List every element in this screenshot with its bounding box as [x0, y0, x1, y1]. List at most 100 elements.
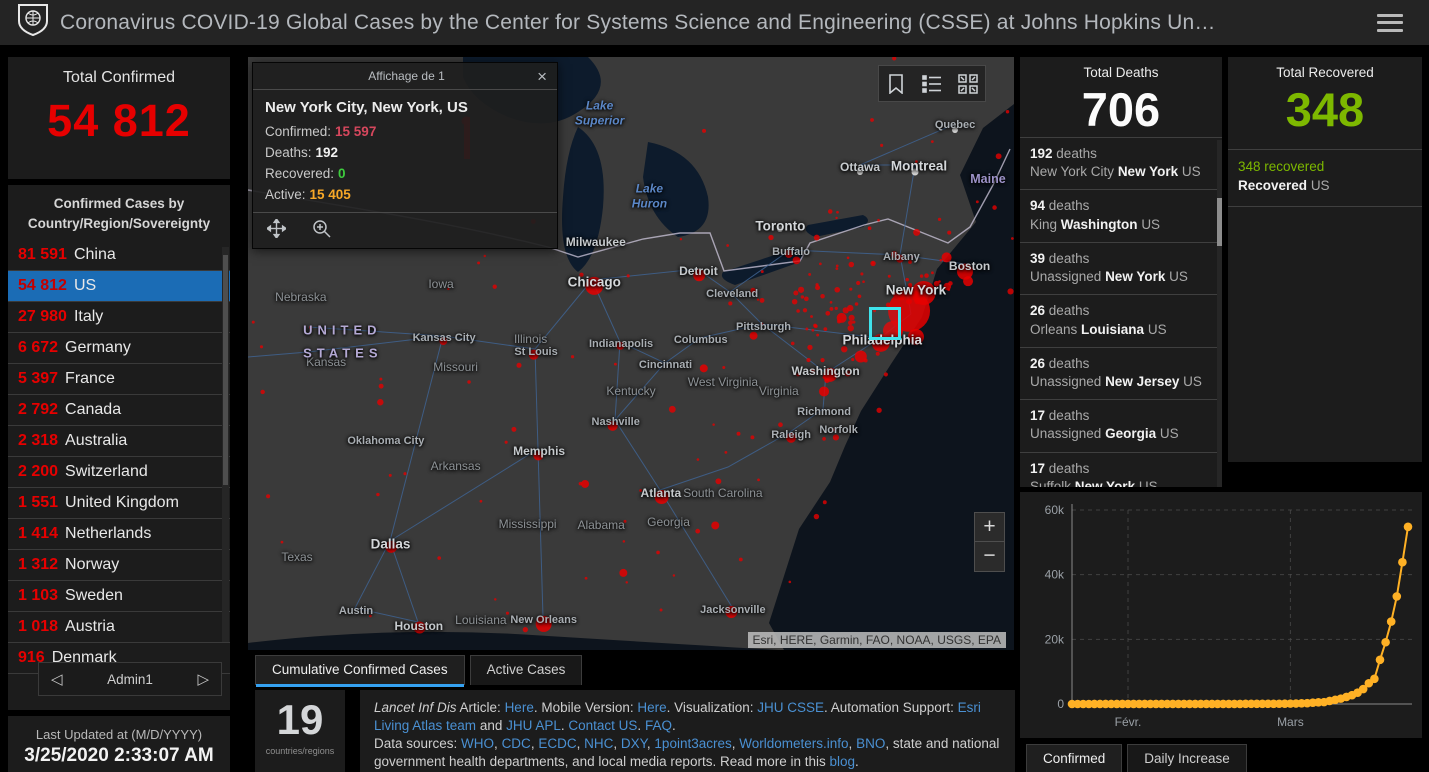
case-dot[interactable]	[956, 263, 973, 280]
case-dot[interactable]	[413, 621, 426, 634]
data-point[interactable]	[1375, 655, 1385, 665]
footer-link[interactable]: CDC	[501, 735, 531, 751]
case-dot[interactable]	[616, 341, 625, 350]
case-dot[interactable]	[784, 249, 793, 258]
case-dot	[613, 362, 617, 366]
country-row[interactable]: 6 672 Germany	[8, 333, 230, 365]
footer-link[interactable]: blog	[829, 753, 856, 769]
case-dot[interactable]	[654, 490, 669, 505]
case-dot[interactable]	[535, 615, 552, 632]
case-dot[interactable]	[581, 479, 590, 488]
case-dot[interactable]	[911, 281, 936, 306]
case-dot[interactable]	[711, 521, 720, 530]
case-dot[interactable]	[749, 331, 758, 340]
case-dot[interactable]	[607, 420, 618, 431]
pager-prev-icon[interactable]: ◁	[51, 671, 63, 688]
case-dot	[778, 422, 783, 428]
case-dot[interactable]	[941, 252, 952, 263]
data-point[interactable]	[1403, 522, 1413, 532]
footer-link[interactable]: Here	[504, 700, 534, 715]
footer-link[interactable]: Esri Living Atlas team	[374, 700, 981, 733]
legend-icon[interactable]	[921, 73, 943, 95]
footer-link[interactable]: Contact US	[568, 717, 638, 733]
footer-link[interactable]: ECDC	[538, 735, 577, 751]
deaths-row[interactable]: 26 deaths Unassigned New Jersey US	[1020, 346, 1222, 399]
bookmark-icon[interactable]	[885, 73, 907, 95]
confirmed-cases-chart[interactable]: 0 20k 40k 60k Févr. Mars	[1020, 492, 1422, 738]
footer-text: . Automation Support:	[823, 700, 958, 715]
data-point[interactable]	[1370, 674, 1379, 684]
case-dot	[622, 540, 626, 543]
deaths-row[interactable]: 17 deaths Suffolk New York US	[1020, 451, 1222, 487]
pager-next-icon[interactable]: ▷	[197, 671, 209, 688]
case-dot[interactable]	[786, 432, 797, 443]
case-dot[interactable]	[963, 276, 974, 287]
data-point[interactable]	[1381, 637, 1390, 647]
data-point[interactable]	[1358, 684, 1368, 694]
footer-link[interactable]: JHU CSSE	[757, 700, 824, 715]
country-row[interactable]: 1 551 United Kingdom	[8, 488, 230, 520]
country-row[interactable]: 1 312 Norway	[8, 550, 230, 582]
case-dot[interactable]	[725, 606, 738, 619]
tab-confirmed[interactable]: Confirmed	[1026, 744, 1123, 772]
country-row[interactable]: 916 Denmark	[8, 643, 230, 675]
country-row[interactable]: 27 980 Italy	[8, 302, 230, 334]
case-dot[interactable]	[819, 386, 830, 397]
country-row[interactable]: 2 792 Canada	[8, 395, 230, 427]
pan-icon[interactable]	[265, 217, 288, 243]
country-row[interactable]: 81 591 China	[8, 240, 230, 272]
data-point[interactable]	[1398, 557, 1407, 567]
country-row[interactable]: 1 414 Netherlands	[8, 519, 230, 551]
data-point[interactable]	[1386, 617, 1396, 626]
tab-daily-increase[interactable]: Daily Increase	[1127, 744, 1247, 772]
deaths-row[interactable]: 192 deaths New York City New York US	[1020, 137, 1222, 189]
country-row[interactable]: 2 318 Australia	[8, 426, 230, 458]
case-dot	[792, 256, 801, 265]
case-dot[interactable]	[693, 269, 706, 282]
footer-link[interactable]: NHC	[584, 735, 614, 751]
footer-link[interactable]: Here	[637, 700, 667, 715]
deaths-row[interactable]: 26 deaths Orleans Louisiana US	[1020, 294, 1222, 346]
footer-link[interactable]: WHO	[461, 735, 495, 751]
case-dot[interactable]	[533, 450, 544, 461]
zoom-out-button[interactable]: −	[983, 544, 996, 567]
footer-link[interactable]: 1point3acres	[654, 735, 732, 751]
menu-icon[interactable]	[1377, 13, 1403, 32]
deaths-scrollbar[interactable]	[1217, 140, 1222, 487]
case-dot	[793, 290, 799, 296]
case-dot[interactable]	[823, 367, 838, 382]
data-point[interactable]	[1392, 592, 1402, 601]
case-dot[interactable]	[585, 276, 604, 295]
country-row[interactable]: 1 103 Sweden	[8, 581, 230, 613]
footer-link[interactable]: JHU APL	[506, 717, 561, 733]
deaths-row[interactable]: 39 deaths Unassigned New York US	[1020, 241, 1222, 294]
case-dot[interactable]	[528, 349, 539, 360]
case-dot[interactable]	[699, 364, 708, 373]
case-dot[interactable]	[385, 540, 398, 553]
country-row[interactable]: 1 018 Austria	[8, 612, 230, 644]
footer-link[interactable]: BNO	[856, 735, 886, 751]
deaths-row[interactable]: 17 deaths Unassigned Georgia US	[1020, 399, 1222, 451]
basemap-icon[interactable]	[957, 73, 979, 95]
footer-link[interactable]: Worldometers.info	[739, 735, 849, 751]
deaths-row[interactable]: 94 deaths King Washington US	[1020, 189, 1222, 241]
case-dot[interactable]	[439, 337, 448, 346]
case-dot[interactable]	[895, 254, 904, 263]
case-dot[interactable]	[619, 568, 628, 577]
case-dot[interactable]	[854, 350, 867, 363]
country-row[interactable]: 2 200 Switzerland	[8, 457, 230, 489]
footer-link[interactable]: FAQ	[644, 717, 672, 733]
popup-close-icon[interactable]: ×	[537, 66, 547, 86]
country-row[interactable]: 5 397 France	[8, 364, 230, 396]
zoom-in-button[interactable]: +	[975, 513, 1004, 542]
footer-link[interactable]: DXY	[620, 735, 647, 751]
tab-cumulative-confirmed-cases[interactable]: Cumulative Confirmed Cases	[255, 655, 465, 687]
country-list-scrollbar[interactable]	[222, 247, 229, 642]
case-dot[interactable]	[907, 328, 924, 345]
zoom-to-icon[interactable]	[312, 219, 331, 243]
popup-stat-row: Confirmed: 15 597	[265, 124, 377, 139]
country-row[interactable]: 54 812 US	[8, 271, 230, 303]
case-dot[interactable]	[836, 312, 847, 323]
tab-active-cases[interactable]: Active Cases	[469, 655, 583, 685]
recovered-row[interactable]: 348 recovered Recovered US	[1228, 149, 1422, 207]
